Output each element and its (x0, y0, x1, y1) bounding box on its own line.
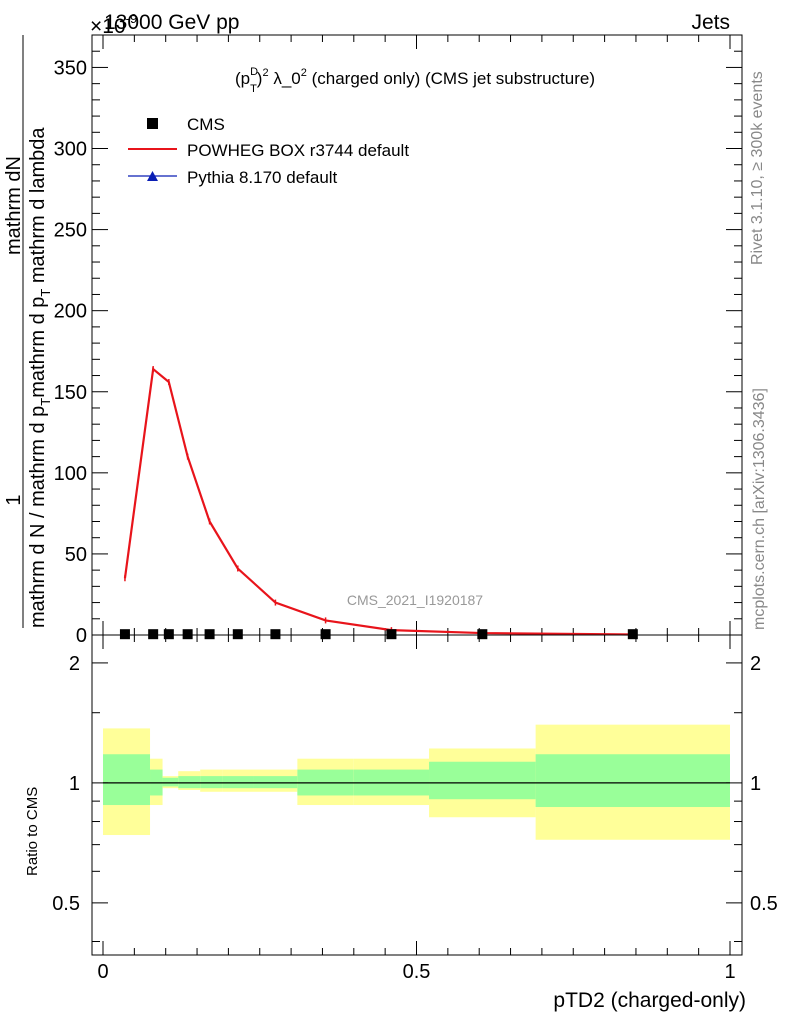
x-tick-label: 0.5 (403, 961, 431, 983)
y-label-denominator: mathrm d N / mathrm d pTmathrm d pT math… (27, 127, 53, 628)
main-y-tick-label: 250 (54, 220, 87, 242)
y-label-numerator-d-text: mathrm d (3, 171, 25, 255)
main-axes: 0 50 100 150 200 250 300 350 (54, 34, 743, 647)
title-sub-t: T (250, 83, 257, 95)
main-y-tick-label: 0 (76, 625, 87, 647)
legend-pythia-label: Pythia 8.170 default (187, 168, 338, 187)
y-label-den-text: mathrm d N / mathrm d p (27, 406, 49, 628)
rivet-label: Rivet 3.1.10, ≥ 300k events (749, 71, 766, 265)
ratio-y-tick-label: 1 (69, 773, 80, 795)
ratio-inner-band (535, 754, 730, 808)
x-axis-label: pTD2 (charged-only) (553, 989, 746, 1012)
title-mid: ) (257, 69, 263, 88)
main-y-tick-label: 100 (54, 463, 87, 485)
ratio-inner-band (429, 761, 536, 800)
title-lambda: λ_0 (269, 69, 301, 88)
ratio-y-tick-label-right: 0.5 (750, 893, 778, 915)
header-right-label: Jets (691, 11, 730, 34)
ratio-inner-band (103, 754, 151, 806)
ratio-inner-band (200, 776, 223, 789)
cms-point (182, 629, 193, 640)
ratio-y-tick-label: 2 (69, 653, 80, 675)
title-sup-2: 2 (262, 67, 268, 79)
y-label-numerator: 1 (3, 494, 25, 505)
cms-point (386, 629, 397, 640)
ratio-inner-band (253, 776, 298, 789)
x-tick-label: 0 (97, 961, 108, 983)
main-y-tick-label: 350 (54, 57, 87, 79)
ratio-plot: 0.5 0.5 1 1 2 2 0 0.5 1 Ratio to CMS pTD2 (charg… (24, 634, 778, 1012)
legend: CMS POWHEG BOX r3744 default Pythia 8.17… (128, 115, 409, 187)
legend-cms-marker (147, 118, 158, 129)
title-sup-2b: 2 (301, 67, 307, 79)
main-title: (pD T)2 λ_02 (charged only) (CMS jet subs… (235, 66, 595, 95)
ratio-y-tick-label: 0.5 (52, 893, 80, 915)
legend-pythia-marker (147, 171, 158, 181)
ratio-inner-band (222, 776, 254, 789)
title-rest: (charged only) (CMS jet substructure) (307, 69, 595, 88)
cms-point (119, 629, 130, 640)
y-multiplier-base: ×10 (90, 15, 126, 38)
y-label-den3: mathrm d lambda (27, 127, 49, 289)
ratio-y-label: Ratio to CMS (24, 787, 41, 876)
cms-point (148, 629, 159, 640)
cms-point (204, 629, 215, 640)
title-prefix: (p (235, 69, 250, 88)
y-multiplier-exp: -9 (126, 11, 138, 26)
ratio-y-tick-label-right: 1 (750, 773, 761, 795)
cms-point (477, 629, 488, 640)
y-label-den2-sub: T (38, 289, 53, 297)
cms-point (232, 629, 243, 640)
cms-point (627, 629, 638, 640)
main-y-tick-label: 150 (54, 382, 87, 404)
y-label-numerator-n: N (3, 156, 25, 170)
main-y-tick-label: 50 (65, 544, 87, 566)
ratio-inner-band (178, 776, 201, 789)
header-left-label: 13000 GeV pp (104, 11, 239, 34)
y-multiplier: ×10-9 (90, 11, 137, 38)
ratio-axes: 0.5 0.5 1 1 2 2 0 0.5 1 (52, 634, 778, 983)
y-label-den-sub: T (38, 398, 53, 406)
watermark: CMS_2021_I1920187 (347, 592, 483, 608)
cms-point (320, 629, 331, 640)
ratio-inner-band (162, 777, 179, 787)
main-y-tick-label: 200 (54, 301, 87, 323)
ratio-bands (103, 724, 730, 840)
y-label-den2: mathrm d p (27, 297, 49, 398)
title-sup-d: D (250, 66, 258, 78)
cms-point (163, 629, 174, 640)
main-y-tick-label: 300 (54, 139, 87, 161)
y-label-numerator-d: mathrm dN (3, 156, 25, 255)
cms-point (270, 629, 281, 640)
legend-powheg-label: POWHEG BOX r3744 default (187, 141, 409, 160)
main-y-label: 1 mathrm dN mathrm d N / mathrm d pTmath… (3, 35, 53, 628)
x-tick-label: 1 (724, 961, 735, 983)
legend-cms-label: CMS (187, 115, 225, 134)
ratio-y-tick-label-right: 2 (750, 653, 761, 675)
mcplots-label: mcplots.cern.ch [arXiv:1306.3436] (751, 388, 768, 630)
